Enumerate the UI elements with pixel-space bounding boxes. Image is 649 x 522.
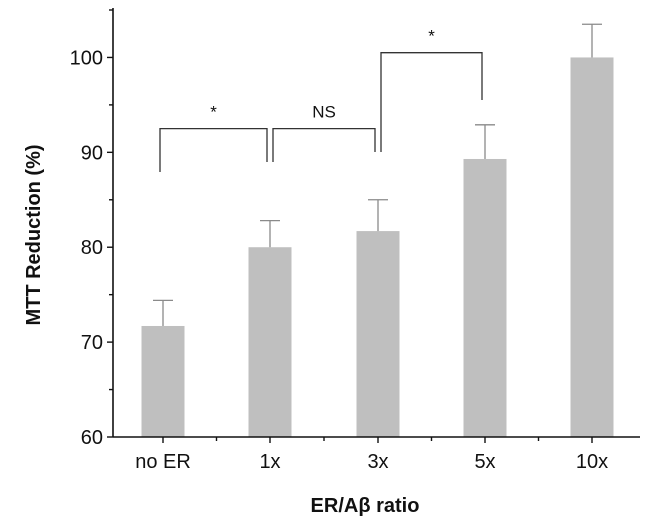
significance-bracket-2 [380, 52, 483, 152]
significance-bracket-1 [272, 127, 376, 162]
x-tick-label: 3x [367, 451, 388, 473]
bar-2 [356, 231, 400, 437]
x-tick-label: 5x [474, 451, 495, 473]
bar-4 [570, 57, 614, 437]
bar-1 [248, 247, 292, 437]
y-tick-label: 80 [81, 237, 103, 259]
bar-3 [463, 158, 507, 437]
bars-group [141, 57, 614, 437]
bar-0 [141, 325, 185, 437]
y-axis-title: MTT Reduction (%) [23, 144, 45, 325]
significance-brackets-group: * NS * [159, 27, 483, 172]
significance-label-2: * [428, 27, 435, 46]
x-ticks-group: no ER 1x 3x 5x 10x [135, 437, 608, 473]
y-ticks-group: 60 70 80 90 100 [70, 9, 113, 449]
x-tick-label: 1x [259, 451, 280, 473]
y-tick-label: 60 [81, 427, 103, 449]
y-tick-label: 70 [81, 332, 103, 354]
y-tick-label: 100 [70, 47, 103, 69]
significance-label-1: NS [312, 103, 336, 122]
x-tick-label: no ER [135, 451, 191, 473]
error-bars-group [153, 23, 602, 326]
y-tick-label: 90 [81, 142, 103, 164]
significance-label-0: * [210, 103, 217, 122]
axes-group [112, 8, 640, 438]
x-axis-title: ER/Aβ ratio [311, 495, 420, 517]
x-tick-label: 10x [576, 451, 608, 473]
significance-bracket-0 [159, 127, 268, 172]
